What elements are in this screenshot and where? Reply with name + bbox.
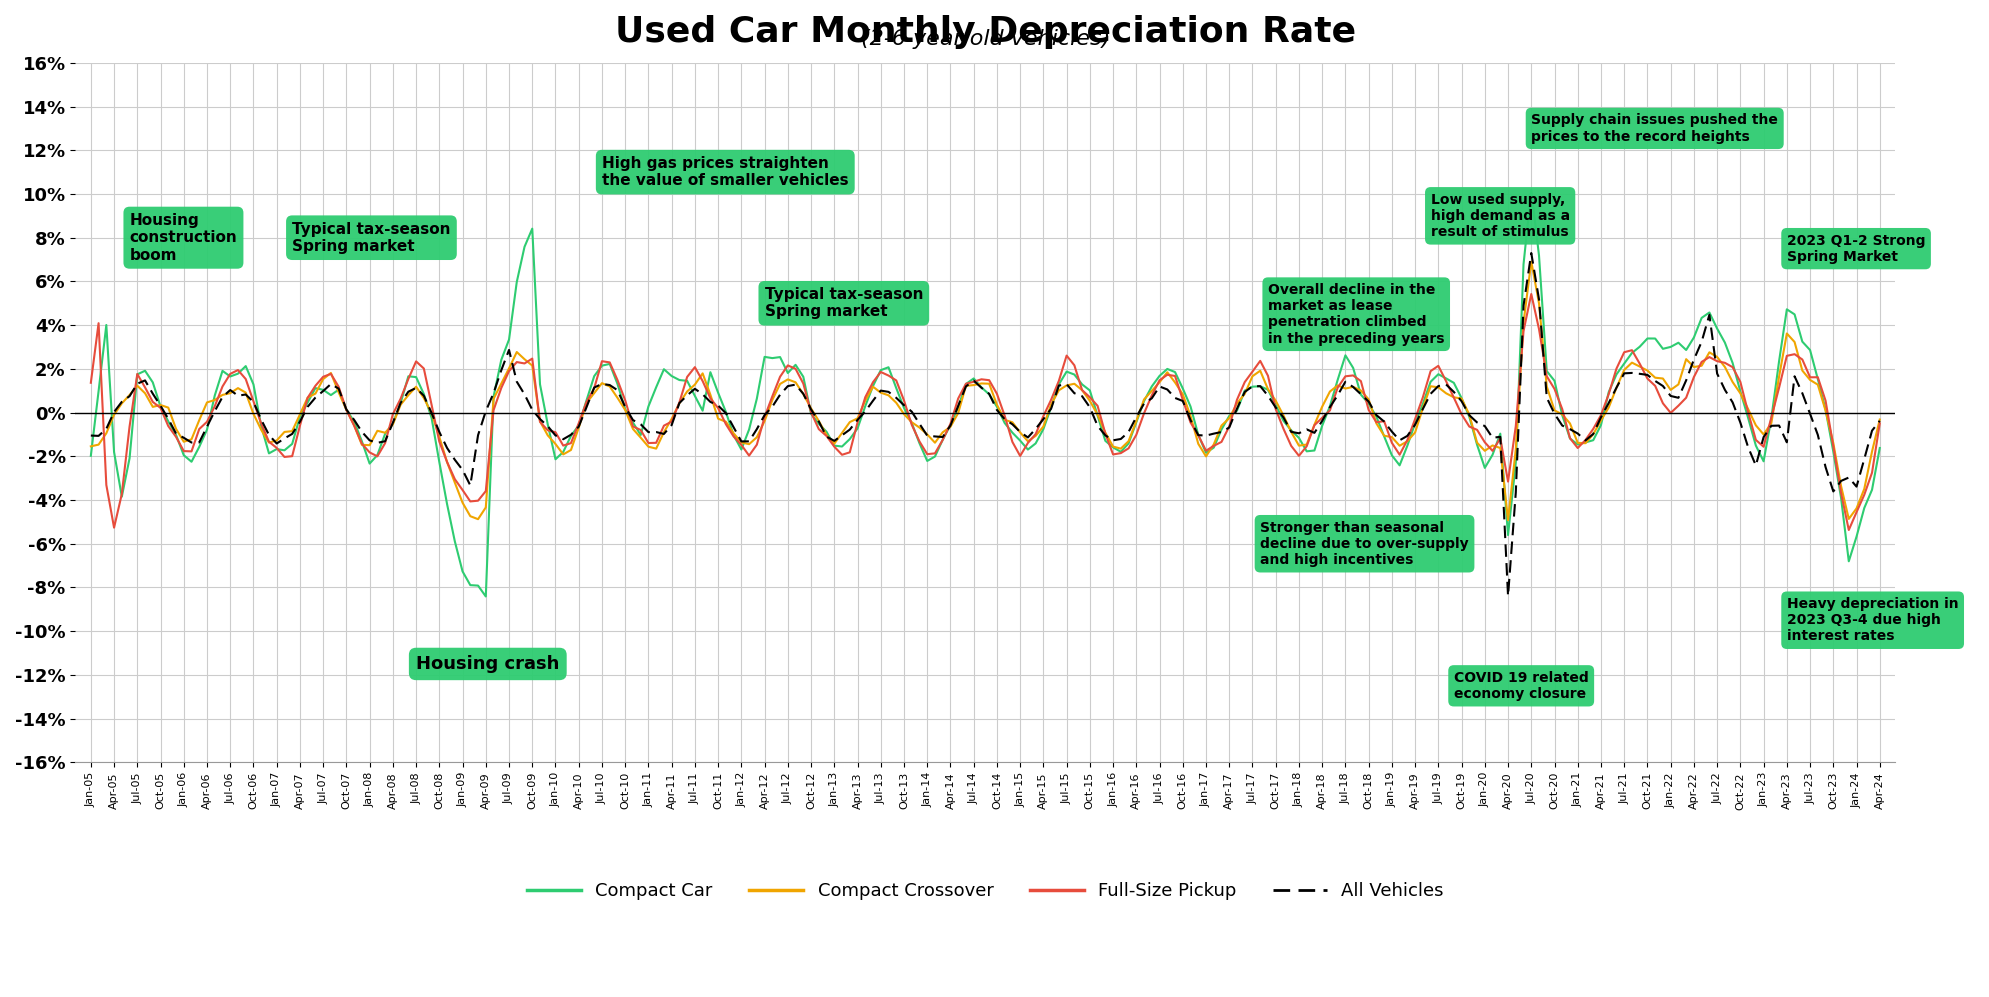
Title: Used Car Monthly Depreciation Rate: Used Car Monthly Depreciation Rate <box>615 15 1355 49</box>
Text: Low used supply,
high demand as a
result of stimulus: Low used supply, high demand as a result… <box>1430 192 1569 239</box>
Text: COVID 19 related
economy closure: COVID 19 related economy closure <box>1454 671 1587 701</box>
Text: 2023 Q1-2 Strong
Spring Market: 2023 Q1-2 Strong Spring Market <box>1786 233 1925 264</box>
Text: Overall decline in the
market as lease
penetration climbed
in the preceding year: Overall decline in the market as lease p… <box>1267 283 1444 346</box>
Text: Heavy depreciation in
2023 Q3-4 due high
interest rates: Heavy depreciation in 2023 Q3-4 due high… <box>1786 597 1957 643</box>
Text: Housing
construction
boom: Housing construction boom <box>129 212 237 262</box>
Text: (2-6 year old vehicles): (2-6 year old vehicles) <box>861 29 1110 49</box>
Text: Typical tax-season
Spring market: Typical tax-season Spring market <box>292 221 450 254</box>
Text: Stronger than seasonal
decline due to over-supply
and high incentives: Stronger than seasonal decline due to ov… <box>1259 520 1468 567</box>
Text: Housing crash: Housing crash <box>416 655 559 673</box>
Legend: Compact Car, Compact Crossover, Full-Size Pickup, All Vehicles: Compact Car, Compact Crossover, Full-Siz… <box>519 874 1450 907</box>
Text: High gas prices straighten
the value of smaller vehicles: High gas prices straighten the value of … <box>601 156 847 188</box>
Text: Supply chain issues pushed the
prices to the record heights: Supply chain issues pushed the prices to… <box>1530 114 1778 144</box>
Text: Typical tax-season
Spring market: Typical tax-season Spring market <box>764 287 923 319</box>
